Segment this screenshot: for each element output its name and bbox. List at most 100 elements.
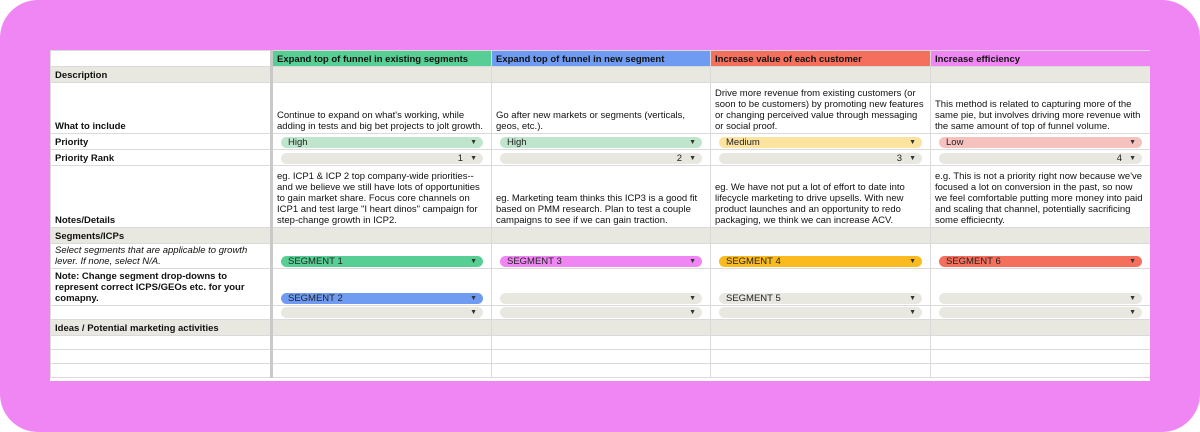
what-cell-2[interactable]: Go after new markets or segments (vertic…: [491, 82, 711, 134]
priority-cell-1: High ▼: [271, 133, 492, 150]
segment-cell-1-4: SEGMENT 6 ▼: [930, 243, 1150, 269]
chevron-down-icon: ▼: [689, 155, 696, 162]
blank-cell[interactable]: [710, 363, 931, 378]
what-cell-3[interactable]: Drive more revenue from existing custome…: [710, 82, 931, 134]
segment-dropdown-2-3[interactable]: SEGMENT 5 ▼: [719, 293, 922, 304]
notes-cell-1[interactable]: eg. ICP1 & ICP 2 top company-wide priori…: [271, 165, 492, 228]
segment-dropdown-2-1[interactable]: SEGMENT 2 ▼: [281, 293, 483, 304]
priority-value-1: High: [288, 137, 308, 148]
priority-value-4: Low: [946, 137, 964, 148]
column-header-3[interactable]: Increase value of each customer: [710, 50, 931, 67]
segment-dropdown-1-3[interactable]: SEGMENT 4 ▼: [719, 256, 922, 267]
segment-help-text: Select segments that are applicable to g…: [50, 243, 273, 269]
priority-dropdown-4[interactable]: Low ▼: [939, 137, 1142, 148]
ideas-cell-4[interactable]: [930, 319, 1150, 336]
what-cell-1[interactable]: Continue to expand on what's working, wh…: [271, 82, 492, 134]
segment-dropdown-3-2[interactable]: ▼: [500, 307, 702, 318]
segment-dropdown-1-4[interactable]: SEGMENT 6 ▼: [939, 256, 1142, 267]
strategy-table: Expand top of funnel in existing segment…: [50, 50, 1150, 378]
spreadsheet: Expand top of funnel in existing segment…: [50, 50, 1150, 381]
ideas-cell-1[interactable]: [271, 319, 492, 336]
rank-dropdown-4[interactable]: 4 ▼: [939, 153, 1142, 164]
column-header-4[interactable]: Increase efficiency: [930, 50, 1150, 67]
rank-dropdown-3[interactable]: 3 ▼: [719, 153, 922, 164]
blank-cell[interactable]: [271, 363, 492, 378]
what-label: What to include: [50, 82, 273, 134]
rank-cell-4: 4 ▼: [930, 149, 1150, 166]
chevron-down-icon: ▼: [1129, 295, 1136, 302]
priority-dropdown-3[interactable]: Medium ▼: [719, 137, 922, 148]
segment-cell-2-1: SEGMENT 2 ▼: [271, 268, 492, 306]
blank-row: [50, 363, 1150, 378]
priority-cell-2: High ▼: [491, 133, 711, 150]
blank-cell[interactable]: [271, 335, 492, 350]
column-header-2[interactable]: Expand top of funnel in new segment: [491, 50, 711, 67]
chevron-down-icon: ▼: [689, 295, 696, 302]
segment-dropdown-3-4[interactable]: ▼: [939, 307, 1142, 318]
notes-cell-2[interactable]: eg. Marketing team thinks this ICP3 is a…: [491, 165, 711, 228]
priority-cell-3: Medium ▼: [710, 133, 931, 150]
what-cell-4[interactable]: This method is related to capturing more…: [930, 82, 1150, 134]
description-cell-2[interactable]: [491, 66, 711, 83]
rank-value-1: 1: [457, 153, 463, 164]
rank-value-3: 3: [896, 153, 902, 164]
rank-value-4: 4: [1116, 153, 1122, 164]
segments-cell-1[interactable]: [271, 227, 492, 244]
priority-label: Priority: [50, 133, 273, 150]
notes-label: Notes/Details: [50, 165, 273, 228]
blank-row: [50, 349, 1150, 364]
segment-value-2-1: SEGMENT 2: [288, 293, 343, 304]
blank-cell[interactable]: [271, 349, 492, 364]
segment-dropdown-3-1[interactable]: ▼: [281, 307, 483, 318]
priority-cell-4: Low ▼: [930, 133, 1150, 150]
blank-cell[interactable]: [710, 349, 931, 364]
blank-cell[interactable]: [930, 335, 1150, 350]
blank-cell[interactable]: [491, 363, 711, 378]
segment-row-1: Select segments that are applicable to g…: [50, 243, 1150, 269]
segment-cell-2-2: ▼: [491, 268, 711, 306]
notes-cell-3[interactable]: eg. We have not put a lot of effort to d…: [710, 165, 931, 228]
segment-cell-2-3: SEGMENT 5 ▼: [710, 268, 931, 306]
description-cell-4[interactable]: [930, 66, 1150, 83]
rank-dropdown-2[interactable]: 2 ▼: [500, 153, 702, 164]
segments-cell-3[interactable]: [710, 227, 931, 244]
blank-cell[interactable]: [930, 349, 1150, 364]
segment-value-1-2: SEGMENT 3: [507, 256, 562, 267]
column-header-1[interactable]: Expand top of funnel in existing segment…: [271, 50, 492, 67]
chevron-down-icon: ▼: [909, 295, 916, 302]
segment-cell-1-1: SEGMENT 1 ▼: [271, 243, 492, 269]
segment-dropdown-2-4[interactable]: ▼: [939, 293, 1142, 304]
description-cell-1[interactable]: [271, 66, 492, 83]
segments-cell-2[interactable]: [491, 227, 711, 244]
description-row: Description: [50, 66, 1150, 83]
segment-dropdown-1-1[interactable]: SEGMENT 1 ▼: [281, 256, 483, 267]
segment-dropdown-3-3[interactable]: ▼: [719, 307, 922, 318]
header-row: Expand top of funnel in existing segment…: [50, 50, 1150, 67]
segment-dropdown-1-2[interactable]: SEGMENT 3 ▼: [500, 256, 702, 267]
chevron-down-icon: ▼: [1129, 258, 1136, 265]
priority-dropdown-2[interactable]: High ▼: [500, 137, 702, 148]
notes-row: Notes/Details eg. ICP1 & ICP 2 top compa…: [50, 165, 1150, 228]
blank-label: [50, 349, 273, 364]
ideas-cell-2[interactable]: [491, 319, 711, 336]
notes-cell-4[interactable]: e.g. This is not a priority right now be…: [930, 165, 1150, 228]
description-cell-3[interactable]: [710, 66, 931, 83]
blank-cell[interactable]: [930, 363, 1150, 378]
blank-cell[interactable]: [491, 335, 711, 350]
chevron-down-icon: ▼: [1129, 139, 1136, 146]
segment-row-2: Note: Change segment drop-downs to repre…: [50, 268, 1150, 306]
blank-cell[interactable]: [491, 349, 711, 364]
segments-cell-4[interactable]: [930, 227, 1150, 244]
blank-cell[interactable]: [710, 335, 931, 350]
chevron-down-icon: ▼: [689, 258, 696, 265]
segment-dropdown-2-2[interactable]: ▼: [500, 293, 702, 304]
priority-dropdown-1[interactable]: High ▼: [281, 137, 483, 148]
chevron-down-icon: ▼: [470, 155, 477, 162]
segment-cell-2-4: ▼: [930, 268, 1150, 306]
rank-cell-1: 1 ▼: [271, 149, 492, 166]
blank-row: [50, 335, 1150, 350]
rank-label: Priority Rank: [50, 149, 273, 166]
rank-dropdown-1[interactable]: 1 ▼: [281, 153, 483, 164]
ideas-cell-3[interactable]: [710, 319, 931, 336]
